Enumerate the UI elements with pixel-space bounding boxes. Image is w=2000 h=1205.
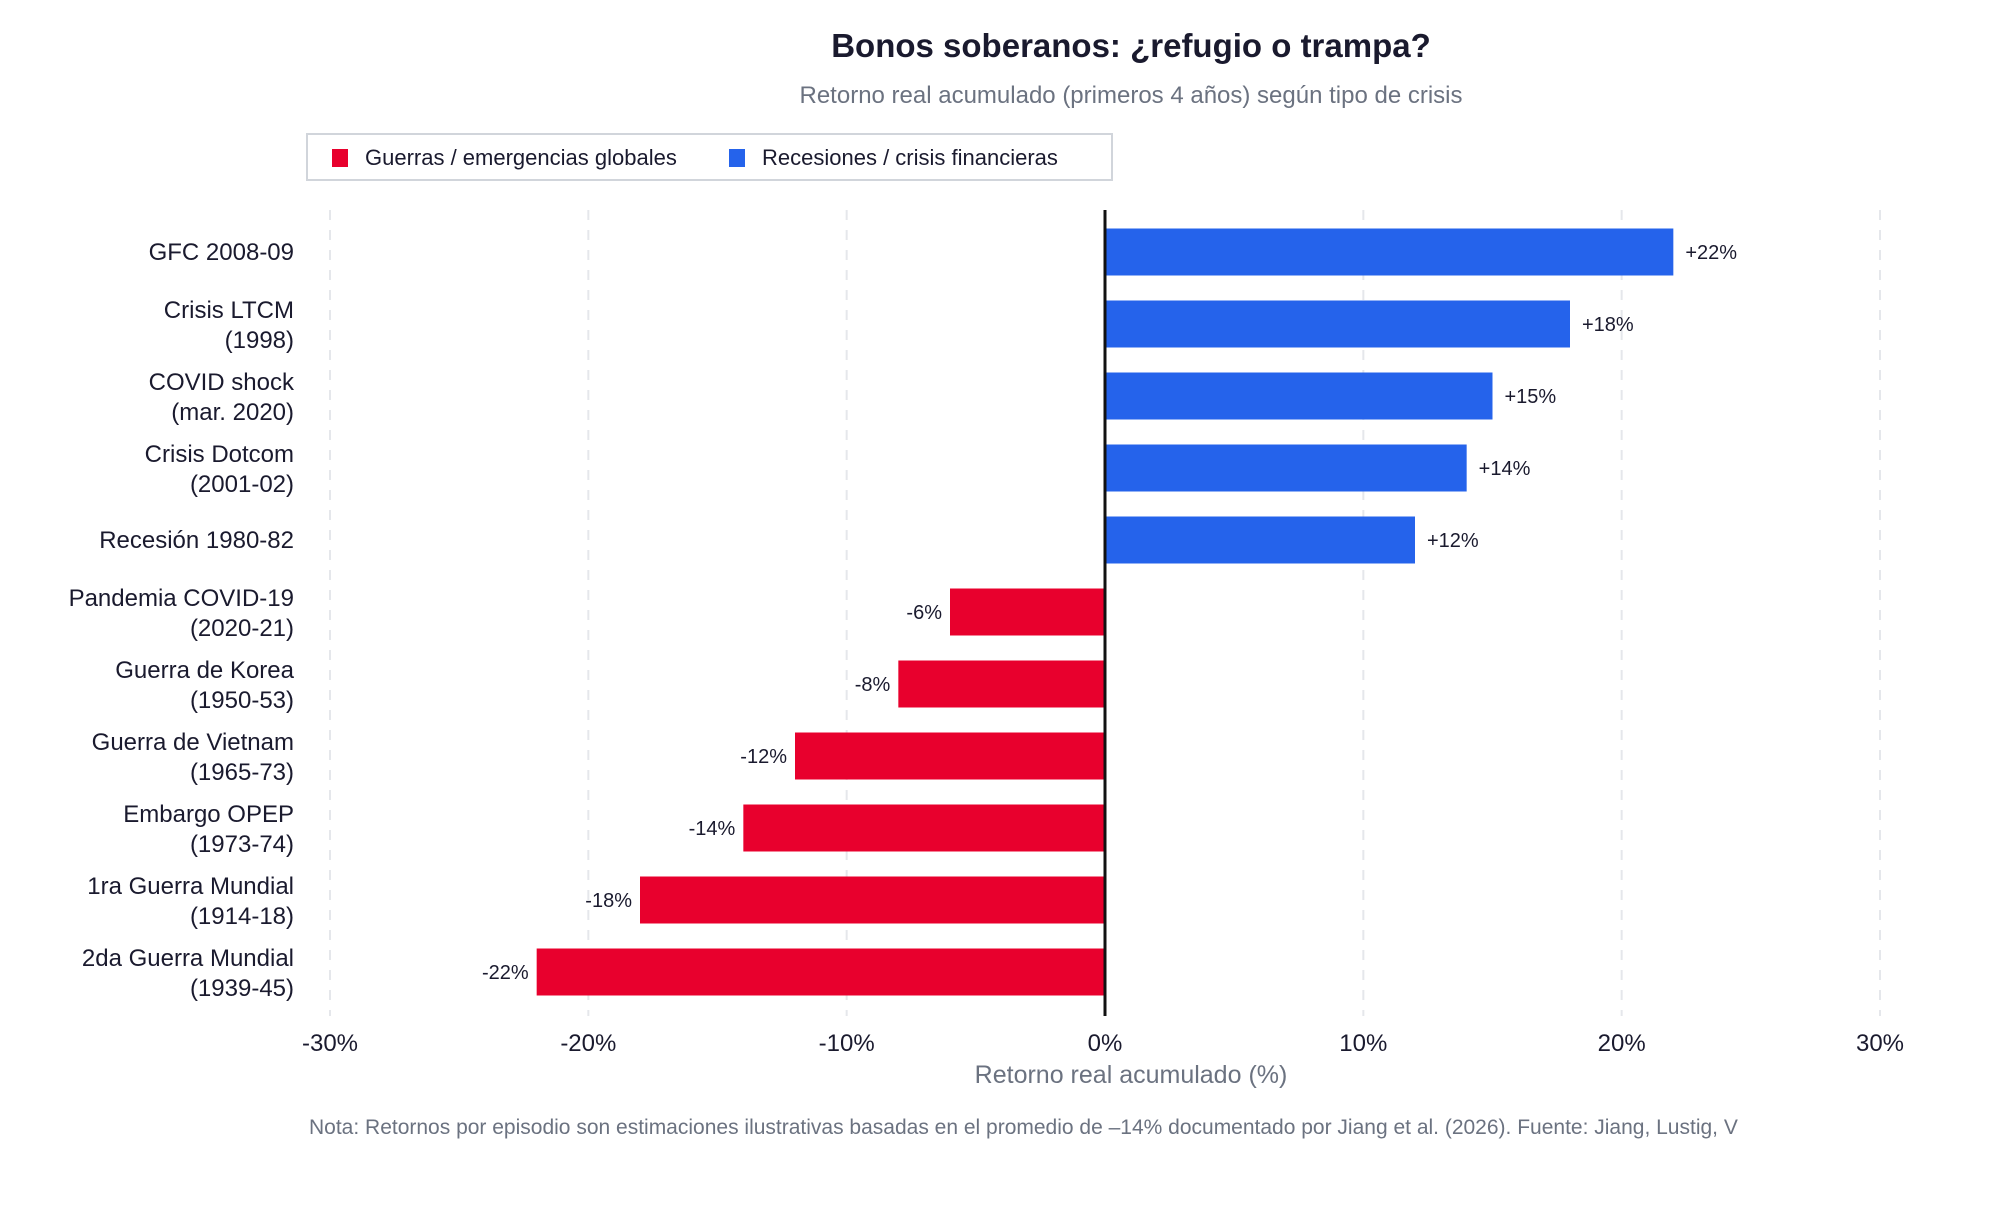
data-label: -12% — [740, 746, 787, 768]
y-category-label: Guerra de Vietnam — [92, 729, 294, 756]
y-category-label: (1950-53) — [190, 687, 294, 714]
bar — [1105, 300, 1570, 348]
y-category-label: COVID shock — [149, 369, 295, 396]
y-category-label: 1ra Guerra Mundial — [87, 873, 294, 900]
legend-swatch-wars — [332, 149, 348, 167]
data-label: -22% — [482, 962, 529, 984]
bar — [795, 732, 1105, 780]
bar — [898, 660, 1105, 708]
data-label: +22% — [1685, 242, 1737, 264]
data-label: +14% — [1479, 458, 1531, 480]
y-category-label: Crisis LTCM — [164, 297, 294, 324]
y-category-label: (2001-02) — [190, 471, 294, 498]
data-label: -18% — [585, 890, 632, 912]
bar — [1105, 228, 1674, 276]
y-category-label: (1939-45) — [190, 975, 294, 1002]
x-tick-label: -20% — [560, 1030, 616, 1057]
data-label: -14% — [689, 818, 736, 840]
x-tick-label: 30% — [1856, 1030, 1904, 1057]
y-category-label: (1914-18) — [190, 903, 294, 930]
x-axis-title: Retorno real acumulado (%) — [975, 1061, 1288, 1089]
chart-subtitle: Retorno real acumulado (primeros 4 años)… — [800, 82, 1463, 109]
data-label: +12% — [1427, 530, 1479, 552]
y-category-label: Embargo OPEP — [123, 801, 294, 828]
bar — [536, 948, 1105, 996]
x-tick-label: -10% — [819, 1030, 875, 1057]
bar — [950, 588, 1105, 636]
legend-box — [306, 133, 1113, 181]
legend-label-recessions: Recesiones / crisis financieras — [762, 145, 1058, 170]
legend-swatch-recessions — [729, 149, 745, 167]
legend: Guerras / emergencias globales Recesione… — [306, 133, 1113, 181]
bar — [1105, 372, 1493, 420]
bar — [640, 876, 1105, 924]
bar — [1105, 444, 1467, 492]
data-label: +18% — [1582, 314, 1634, 336]
y-category-label: Guerra de Korea — [115, 657, 294, 684]
y-category-label: (1973-74) — [190, 831, 294, 858]
x-tick-label: 0% — [1088, 1030, 1123, 1057]
bar — [743, 804, 1105, 852]
x-tick-label: -30% — [302, 1030, 358, 1057]
y-category-label: Crisis Dotcom — [145, 441, 294, 468]
data-label: -8% — [855, 674, 891, 696]
footnote: Nota: Retornos por episodio son estimaci… — [309, 1116, 1738, 1139]
y-category-label: (1965-73) — [190, 759, 294, 786]
data-label: +15% — [1505, 386, 1557, 408]
y-category-label: (mar. 2020) — [171, 399, 294, 426]
chart-title: Bonos soberanos: ¿refugio o trampa? — [831, 27, 1431, 64]
y-category-label: 2da Guerra Mundial — [82, 945, 294, 972]
y-category-label: (2020-21) — [190, 615, 294, 642]
legend-label-wars: Guerras / emergencias globales — [365, 145, 677, 170]
y-category-label: GFC 2008-09 — [149, 239, 294, 266]
x-tick-label: 10% — [1339, 1030, 1387, 1057]
x-tick-label: 20% — [1598, 1030, 1646, 1057]
data-label: -6% — [906, 602, 942, 624]
y-category-label: (1998) — [225, 327, 294, 354]
y-category-label: Recesión 1980-82 — [99, 527, 294, 554]
bar — [1105, 516, 1415, 564]
y-category-label: Pandemia COVID-19 — [69, 585, 294, 612]
